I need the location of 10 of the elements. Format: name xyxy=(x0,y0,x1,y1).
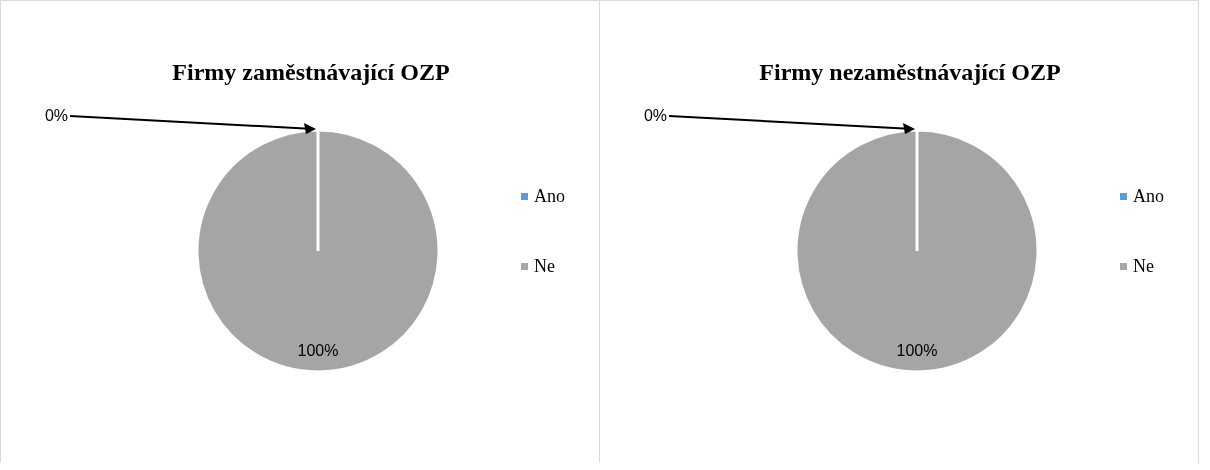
legend-label: Ano xyxy=(534,185,565,207)
legend-label: Ne xyxy=(534,255,555,277)
legend-label: Ano xyxy=(1133,185,1164,207)
chart-title: Firmy nezaměstnávající OZP xyxy=(758,59,1062,86)
chart-title: Firmy zaměstnávající OZP xyxy=(171,59,451,86)
text: 0% xyxy=(44,107,68,124)
data-label: 100% xyxy=(896,342,938,360)
text: 0% xyxy=(643,107,667,124)
legend-label: Ne xyxy=(1133,255,1154,277)
data-label: 100% xyxy=(297,342,339,360)
